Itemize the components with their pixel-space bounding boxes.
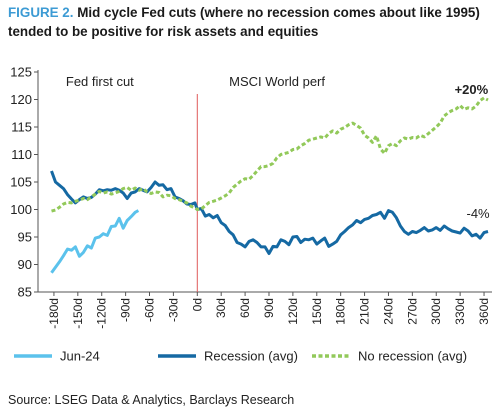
x-tick-label: -150d bbox=[71, 298, 85, 329]
y-tick-label: 110 bbox=[11, 147, 32, 162]
legend-label-1: Jun-24 bbox=[60, 349, 100, 364]
chart-title: FIGURE 2. Mid cycle Fed cuts (where no r… bbox=[8, 3, 494, 41]
figure-label: FIGURE 2. bbox=[8, 5, 74, 20]
y-tick-label: 120 bbox=[10, 92, 32, 107]
x-tick-label: -30d bbox=[166, 298, 180, 322]
x-tick-label: 90d bbox=[262, 298, 276, 318]
legend-label-2: Recession (avg) bbox=[204, 349, 298, 364]
x-tick-label: 60d bbox=[238, 298, 252, 318]
x-tick-label: 120d bbox=[286, 298, 300, 325]
x-tick-label: 300d bbox=[429, 298, 443, 325]
y-tick-label: 105 bbox=[10, 175, 32, 190]
x-tick-label: -90d bbox=[119, 298, 133, 322]
x-tick-label: 210d bbox=[358, 298, 372, 325]
x-tick-label: 240d bbox=[381, 298, 395, 325]
y-tick-label: 85 bbox=[18, 285, 32, 300]
x-tick-label: 0d bbox=[190, 298, 204, 311]
x-tick-label: 330d bbox=[453, 298, 467, 325]
annotation-3: +20% bbox=[455, 82, 489, 97]
y-tick-label: 115 bbox=[11, 120, 32, 135]
x-tick-label: 30d bbox=[214, 298, 228, 318]
title-text: Mid cycle Fed cuts (where no recession c… bbox=[8, 5, 480, 39]
x-tick-label: 180d bbox=[334, 298, 348, 325]
x-tick-label: -120d bbox=[95, 298, 109, 329]
x-tick-label: -180d bbox=[47, 298, 61, 329]
x-tick-label: 270d bbox=[405, 298, 419, 325]
series-line-3 bbox=[51, 96, 489, 213]
annotation-2: MSCI World perf bbox=[229, 74, 325, 89]
annotation-4: -4% bbox=[467, 206, 491, 221]
y-tick-label: 90 bbox=[18, 257, 32, 272]
series-line-2 bbox=[50, 170, 489, 255]
annotation-1: Fed first cut bbox=[66, 74, 134, 89]
series-line-1 bbox=[50, 209, 140, 274]
legend-label-3: No recession (avg) bbox=[358, 349, 467, 364]
source-note: Source: LSEG Data & Analytics, Barclays … bbox=[8, 393, 295, 407]
x-tick-label: 150d bbox=[310, 298, 324, 325]
y-tick-label: 95 bbox=[18, 230, 32, 245]
y-tick-label: 125 bbox=[10, 65, 32, 80]
x-tick-label: 360d bbox=[477, 298, 491, 325]
y-tick-label: 100 bbox=[10, 202, 32, 217]
x-tick-label: -60d bbox=[143, 298, 157, 322]
